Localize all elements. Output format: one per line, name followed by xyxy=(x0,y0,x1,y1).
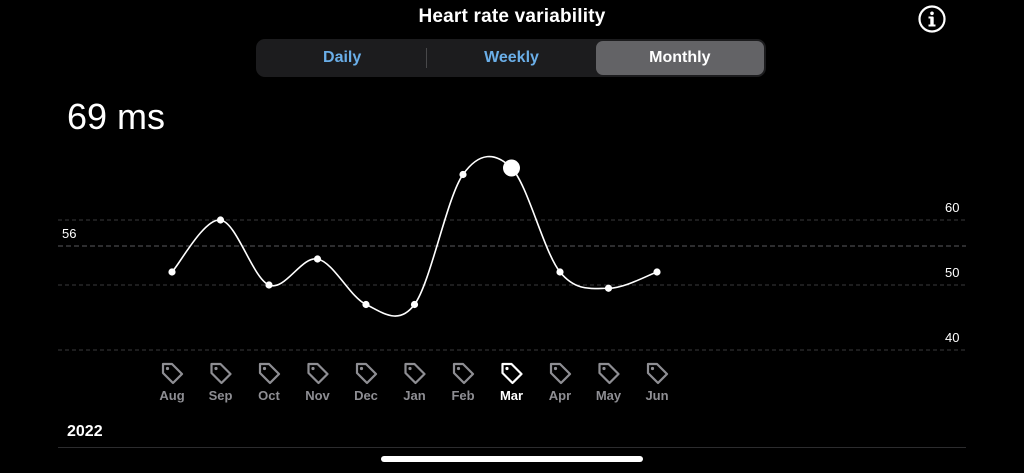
divider xyxy=(58,447,966,448)
period-selector: Daily Weekly Monthly xyxy=(256,39,766,77)
tag-icon[interactable] xyxy=(404,362,426,385)
data-point xyxy=(556,268,564,276)
x-tick-label[interactable]: Oct xyxy=(258,388,280,403)
x-tick-label[interactable]: Apr xyxy=(549,388,571,403)
data-point xyxy=(313,255,322,263)
reference-line-label: 56 xyxy=(62,226,76,241)
x-tick-label[interactable]: Mar xyxy=(500,388,523,403)
x-tick-label[interactable]: Dec xyxy=(354,388,378,403)
data-point xyxy=(216,216,225,224)
x-tick-label[interactable]: Feb xyxy=(451,388,474,403)
year-label: 2022 xyxy=(67,423,103,440)
tag-icon[interactable] xyxy=(355,362,378,385)
x-tick-label[interactable]: Aug xyxy=(159,388,184,403)
data-point xyxy=(459,170,467,179)
tag-icon[interactable] xyxy=(598,362,620,385)
data-point xyxy=(362,300,370,309)
x-tick-label[interactable]: Jun xyxy=(645,388,668,403)
x-tick-label[interactable]: Jan xyxy=(403,388,425,403)
y-tick-label: 40 xyxy=(945,330,959,345)
x-tick-label[interactable]: May xyxy=(596,388,622,403)
y-tick-label: 50 xyxy=(945,265,959,280)
data-point-selected xyxy=(503,159,520,177)
data-point xyxy=(604,284,613,292)
info-icon[interactable] xyxy=(918,5,946,33)
y-tick-label: 60 xyxy=(945,200,959,215)
tab-weekly[interactable]: Weekly xyxy=(484,49,539,66)
tag-icon[interactable] xyxy=(258,362,281,385)
tag-icon[interactable] xyxy=(549,362,572,385)
tab-daily[interactable]: Daily xyxy=(323,49,362,66)
x-tick-label[interactable]: Sep xyxy=(209,388,233,403)
tag-icon[interactable] xyxy=(452,362,475,385)
home-indicator[interactable] xyxy=(381,456,643,462)
series-line xyxy=(171,155,658,317)
tag-icon[interactable] xyxy=(501,362,523,385)
tag-icon[interactable] xyxy=(161,362,184,385)
tab-monthly[interactable]: Monthly xyxy=(595,41,764,75)
data-point xyxy=(265,281,273,289)
tab-divider xyxy=(426,48,428,68)
tag-icon[interactable] xyxy=(210,362,232,385)
data-point xyxy=(168,268,176,276)
x-tick-label[interactable]: Nov xyxy=(305,388,330,403)
data-point xyxy=(653,268,661,276)
tag-icon[interactable] xyxy=(646,362,669,385)
page-title: Heart rate variability xyxy=(418,6,606,27)
tag-icon[interactable] xyxy=(307,362,329,385)
data-point xyxy=(410,300,419,309)
summary-value: 69 ms xyxy=(67,96,166,137)
